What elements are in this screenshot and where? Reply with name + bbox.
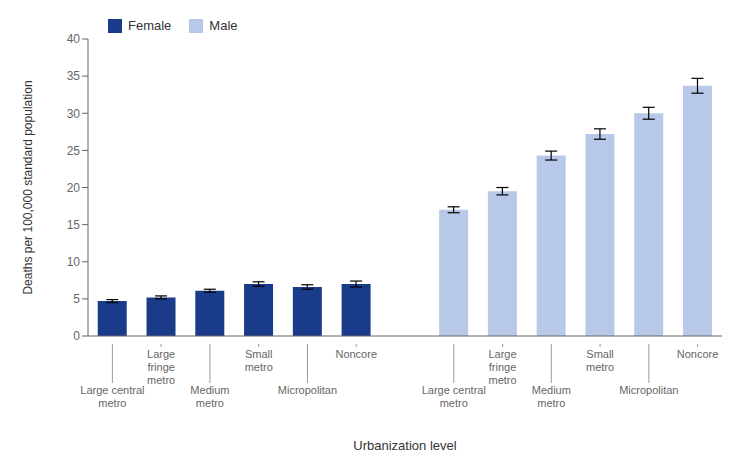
svg-text:Urbanization level: Urbanization level: [353, 438, 456, 453]
svg-text:Smallmetro: Smallmetro: [245, 348, 273, 373]
svg-text:Deaths per 100,000 standard po: Deaths per 100,000 standard population: [21, 80, 35, 294]
svg-text:5: 5: [73, 292, 80, 306]
svg-text:35: 35: [67, 69, 81, 83]
svg-text:Mediummetro: Mediummetro: [532, 384, 571, 409]
svg-text:Micropolitan: Micropolitan: [619, 384, 678, 396]
svg-text:Largefringemetro: Largefringemetro: [147, 348, 175, 386]
svg-text:Large centralmetro: Large centralmetro: [80, 384, 144, 409]
svg-text:40: 40: [67, 32, 81, 46]
svg-text:0: 0: [73, 329, 80, 343]
svg-text:10: 10: [67, 255, 81, 269]
svg-text:15: 15: [67, 218, 81, 232]
html-text:Female: Female: [128, 18, 172, 33]
svg-text:Noncore: Noncore: [335, 348, 377, 360]
svg-text:20: 20: [67, 181, 81, 195]
svg-text:Large centralmetro: Large centralmetro: [422, 384, 486, 409]
svg-text:25: 25: [67, 144, 81, 158]
svg-text:30: 30: [67, 107, 81, 121]
html-text:Male: Male: [209, 18, 238, 33]
svg-text:Smallmetro: Smallmetro: [586, 348, 614, 373]
svg-text:Mediummetro: Mediummetro: [190, 384, 229, 409]
svg-text:Micropolitan: Micropolitan: [278, 384, 337, 396]
svg-text:Noncore: Noncore: [677, 348, 719, 360]
svg-text:Largefringemetro: Largefringemetro: [488, 348, 516, 386]
